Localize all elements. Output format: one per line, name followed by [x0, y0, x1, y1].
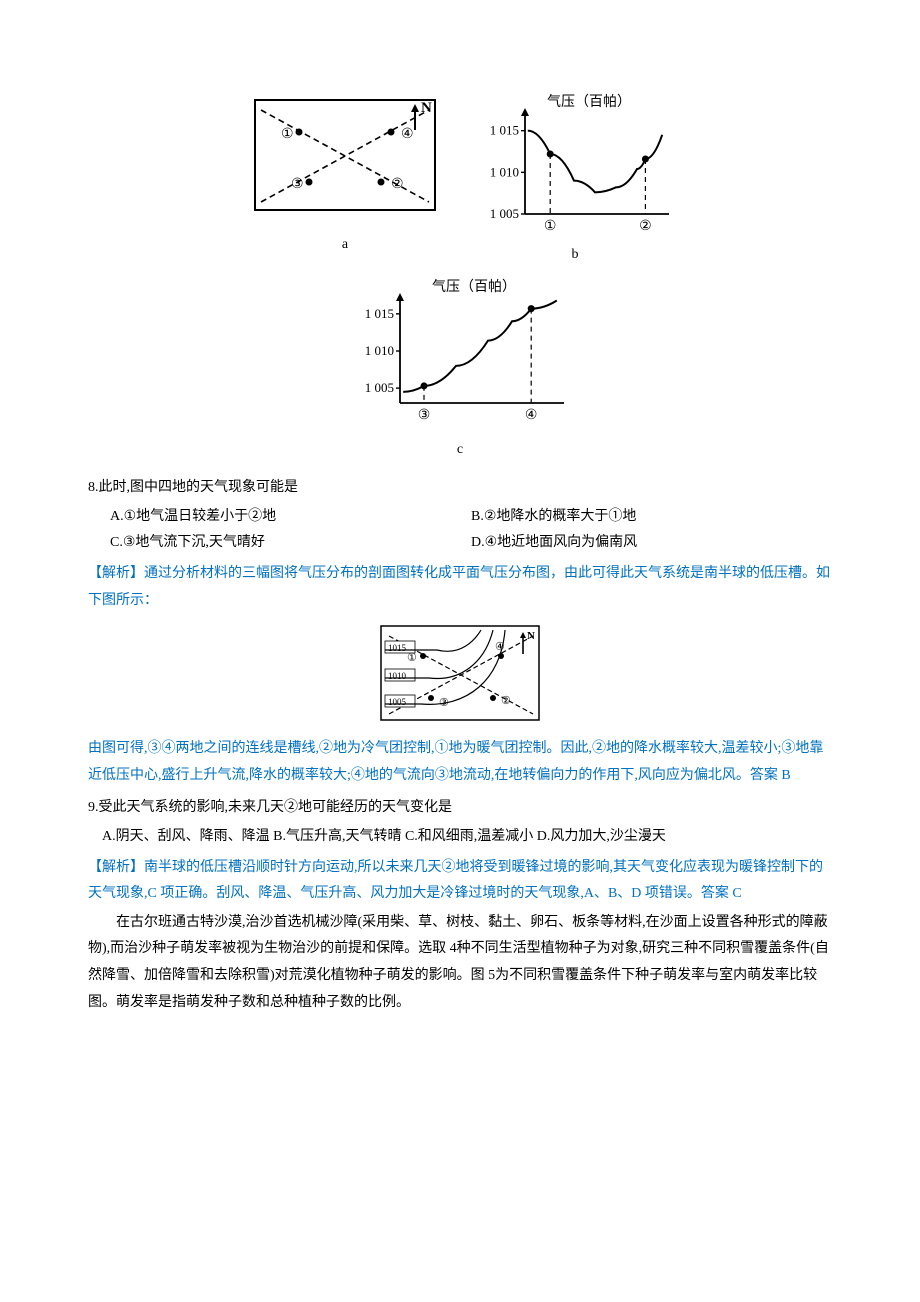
svg-text:1 005: 1 005: [365, 380, 394, 395]
svg-text:1015: 1015: [388, 643, 407, 653]
svg-text:1 010: 1 010: [490, 164, 519, 179]
svg-text:①: ①: [281, 127, 294, 142]
figure-row-top: N ① ④ ③ ② a 气压（百帕） 1 005 1 010 1 015 ① ② b: [88, 90, 832, 269]
q8-option-d: D.④地近地面风向为偏南风: [471, 530, 832, 557]
figure-b-wrap: 气压（百帕） 1 005 1 010 1 015 ① ② b: [475, 90, 675, 269]
inline-figure: 1015 1010 1005 N ① ④ ③ ②: [375, 620, 545, 728]
svg-text:气压（百帕）: 气压（百帕）: [432, 279, 516, 295]
svg-text:①: ①: [407, 652, 417, 664]
svg-text:气压（百帕）: 气压（百帕）: [547, 94, 631, 110]
svg-text:1010: 1010: [388, 671, 407, 681]
svg-text:③: ③: [291, 177, 304, 192]
figure-a-label: a: [342, 232, 348, 259]
q8-option-a: A.①地气温日较差小于②地: [110, 504, 471, 531]
svg-text:②: ②: [501, 695, 511, 707]
svg-text:N: N: [527, 630, 535, 642]
figure-c-label: c: [457, 437, 463, 464]
q8-analysis-1: 【解析】通过分析材料的三幅图将气压分布的剖面图转化成平面气压分布图，由此可得此天…: [88, 561, 832, 614]
svg-text:④: ④: [401, 127, 414, 142]
q8-options: A.①地气温日较差小于②地 B.②地降水的概率大于①地 C.③地气流下沉,天气晴…: [110, 504, 832, 557]
svg-text:N: N: [421, 100, 432, 116]
figure-c-wrap: 气压（百帕） 1 005 1 010 1 015 ③ ④ c: [345, 275, 575, 464]
svg-text:③: ③: [418, 408, 431, 423]
q8-option-b: B.②地降水的概率大于①地: [471, 504, 832, 531]
svg-text:1 015: 1 015: [365, 305, 394, 320]
svg-text:1 015: 1 015: [490, 123, 519, 138]
q9-analysis: 【解析】南半球的低压槽沿顺时针方向运动,所以未来几天②地将受到暖锋过境的影响,其…: [88, 855, 832, 908]
svg-text:③: ③: [439, 697, 449, 709]
svg-text:1 005: 1 005: [490, 206, 519, 221]
figure-row-bottom: 气压（百帕） 1 005 1 010 1 015 ③ ④ c: [88, 275, 832, 464]
figure-c: 气压（百帕） 1 005 1 010 1 015 ③ ④: [345, 275, 575, 435]
q8-stem: 8.此时,图中四地的天气现象可能是: [88, 475, 832, 502]
page: N ① ④ ③ ② a 气压（百帕） 1 005 1 010 1 015 ① ② b 气压（百帕）…: [0, 0, 920, 1302]
figure-b-label: b: [572, 242, 579, 269]
q9-stem: 9.受此天气系统的影响,未来几天②地可能经历的天气变化是: [88, 795, 832, 822]
figure-b: 气压（百帕） 1 005 1 010 1 015 ① ②: [475, 90, 675, 240]
q9-options: A.阴天、刮风、降雨、降温 B.气压升高,天气转晴 C.和风细雨,温差减小 D.…: [102, 824, 832, 851]
figure-a-wrap: N ① ④ ③ ② a: [245, 90, 445, 269]
svg-text:①: ①: [544, 219, 557, 234]
figure-a: N ① ④ ③ ②: [245, 90, 445, 230]
inline-figure-wrap: 1015 1010 1005 N ① ④ ③ ②: [88, 620, 832, 728]
q8-option-c: C.③地气流下沉,天气晴好: [110, 530, 471, 557]
svg-text:1 010: 1 010: [365, 343, 394, 358]
q9-options-line: A.阴天、刮风、降雨、降温 B.气压升高,天气转晴 C.和风细雨,温差减小 D.…: [102, 824, 832, 851]
passage-p1: 在古尔班通古特沙漠,治沙首选机械沙障(采用柴、草、树枝、黏土、卵石、板条等材料,…: [88, 910, 832, 1016]
svg-text:②: ②: [391, 177, 404, 192]
svg-text:④: ④: [525, 408, 538, 423]
svg-text:②: ②: [639, 219, 652, 234]
q8-analysis-2: 由图可得,③④两地之间的连线是槽线,②地为冷气团控制,①地为暖气团控制。因此,②…: [88, 736, 832, 789]
svg-text:④: ④: [495, 641, 505, 653]
svg-text:1005: 1005: [388, 697, 407, 707]
